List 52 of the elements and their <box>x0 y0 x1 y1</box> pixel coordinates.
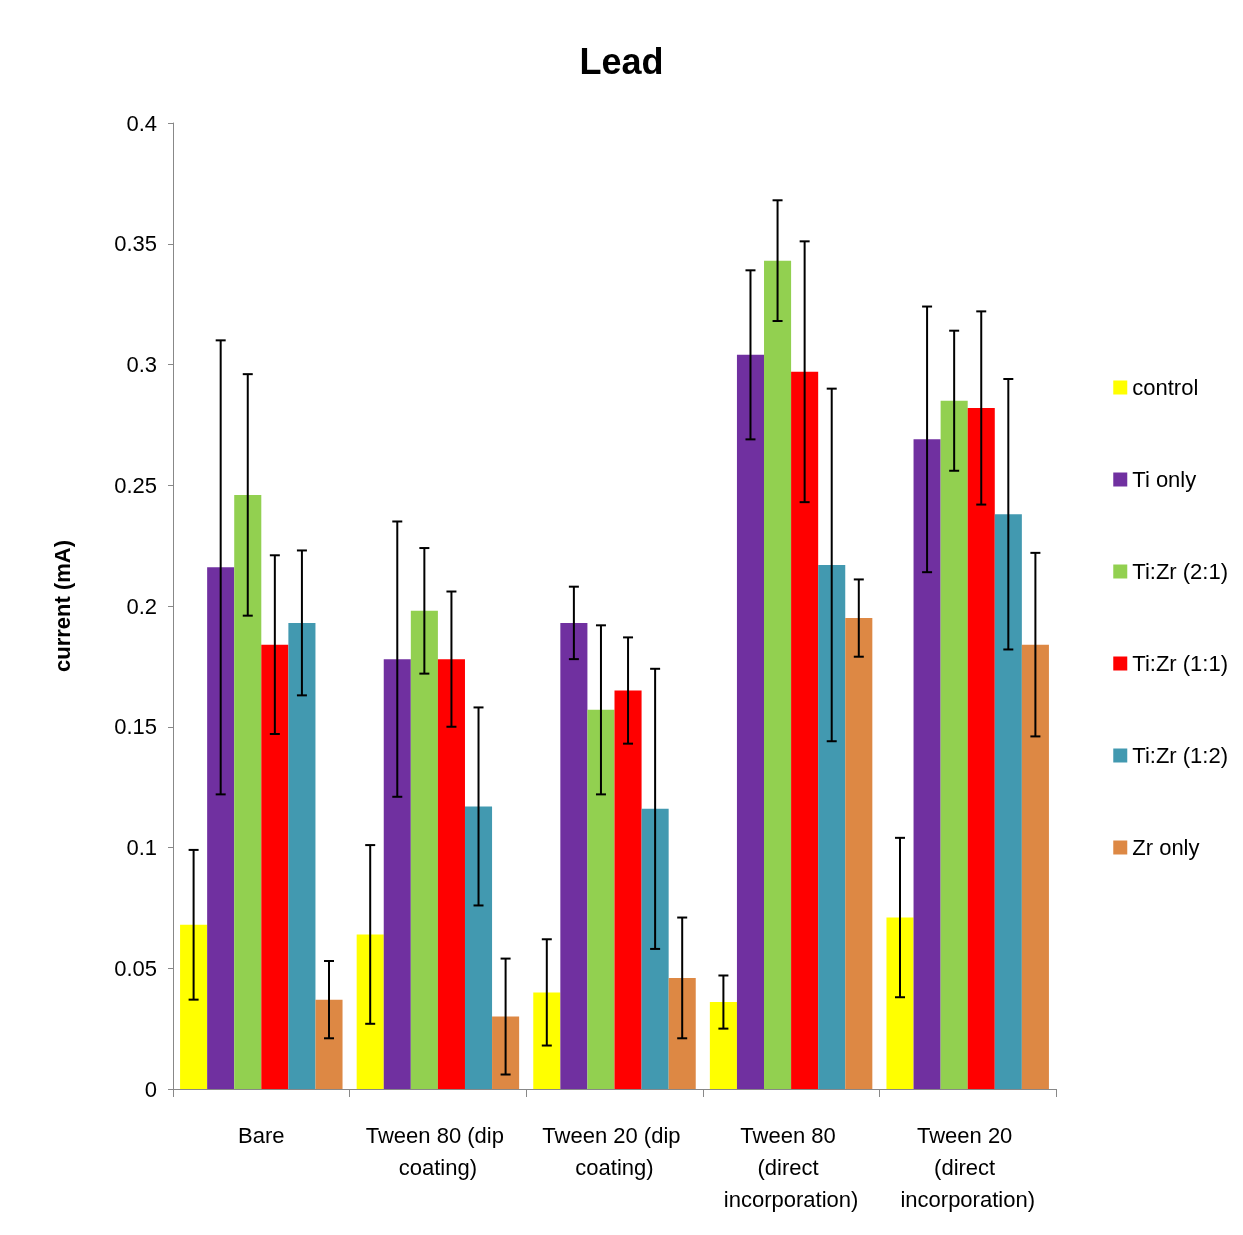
legend-label: Ti only <box>1132 467 1197 492</box>
legend-label: Ti:Zr (2:1) <box>1132 559 1228 584</box>
bar <box>886 917 914 1089</box>
y-tick-label: 0.25 <box>114 472 157 498</box>
bar <box>668 977 696 1089</box>
y-tick-label: 0.35 <box>114 231 157 257</box>
bar <box>180 924 208 1089</box>
x-tick-label: Tween 20 (direct incorporation) <box>900 1122 1035 1212</box>
bar <box>709 1002 737 1089</box>
y-tick-label: 0 <box>144 1076 157 1102</box>
x-tick-label: Tween 20 (dip coating) <box>542 1122 687 1180</box>
legend-label: control <box>1132 375 1199 400</box>
y-tick-label: 0.4 <box>126 110 157 136</box>
bar <box>560 622 588 1089</box>
bar <box>207 567 235 1089</box>
bar <box>587 709 615 1089</box>
y-tick-label: 0.1 <box>126 835 157 860</box>
x-tick-label: Bare <box>238 1122 285 1148</box>
bar <box>464 806 493 1089</box>
bar <box>1021 644 1049 1089</box>
legend-label: Ti:Zr (1:1) <box>1132 651 1228 676</box>
bar <box>913 439 941 1089</box>
bar <box>845 618 873 1089</box>
bar <box>410 610 438 1089</box>
bar <box>791 371 819 1089</box>
y-tick-label: 0.3 <box>126 352 157 377</box>
bar <box>261 644 289 1089</box>
bar <box>383 659 411 1089</box>
bar <box>967 407 995 1089</box>
bar <box>234 494 262 1089</box>
bar <box>437 659 465 1089</box>
y-tick-label: 0.15 <box>114 714 157 740</box>
bar <box>641 808 669 1089</box>
legend-label: Ti:Zr (1:2) <box>1132 743 1228 768</box>
y-tick-label: 0.05 <box>114 955 157 981</box>
bar <box>533 992 561 1089</box>
bar <box>994 514 1022 1089</box>
bar <box>818 564 846 1089</box>
y-tick-label: 0.2 <box>126 593 157 619</box>
bar <box>764 260 792 1089</box>
bar <box>288 622 316 1089</box>
y-axis-title: current (mA) <box>49 539 75 673</box>
bar <box>736 354 765 1089</box>
bar <box>492 1016 520 1089</box>
x-tick-label: Tween 80 (dip coating) <box>365 1122 511 1180</box>
bar <box>940 400 968 1089</box>
bar <box>614 690 642 1089</box>
bar <box>356 934 384 1089</box>
chart-title: Lead <box>579 40 664 82</box>
bar <box>315 999 343 1089</box>
x-tick-label: Tween 80 (direct incorporation) <box>723 1122 859 1212</box>
legend-label: Zr only <box>1132 835 1200 860</box>
